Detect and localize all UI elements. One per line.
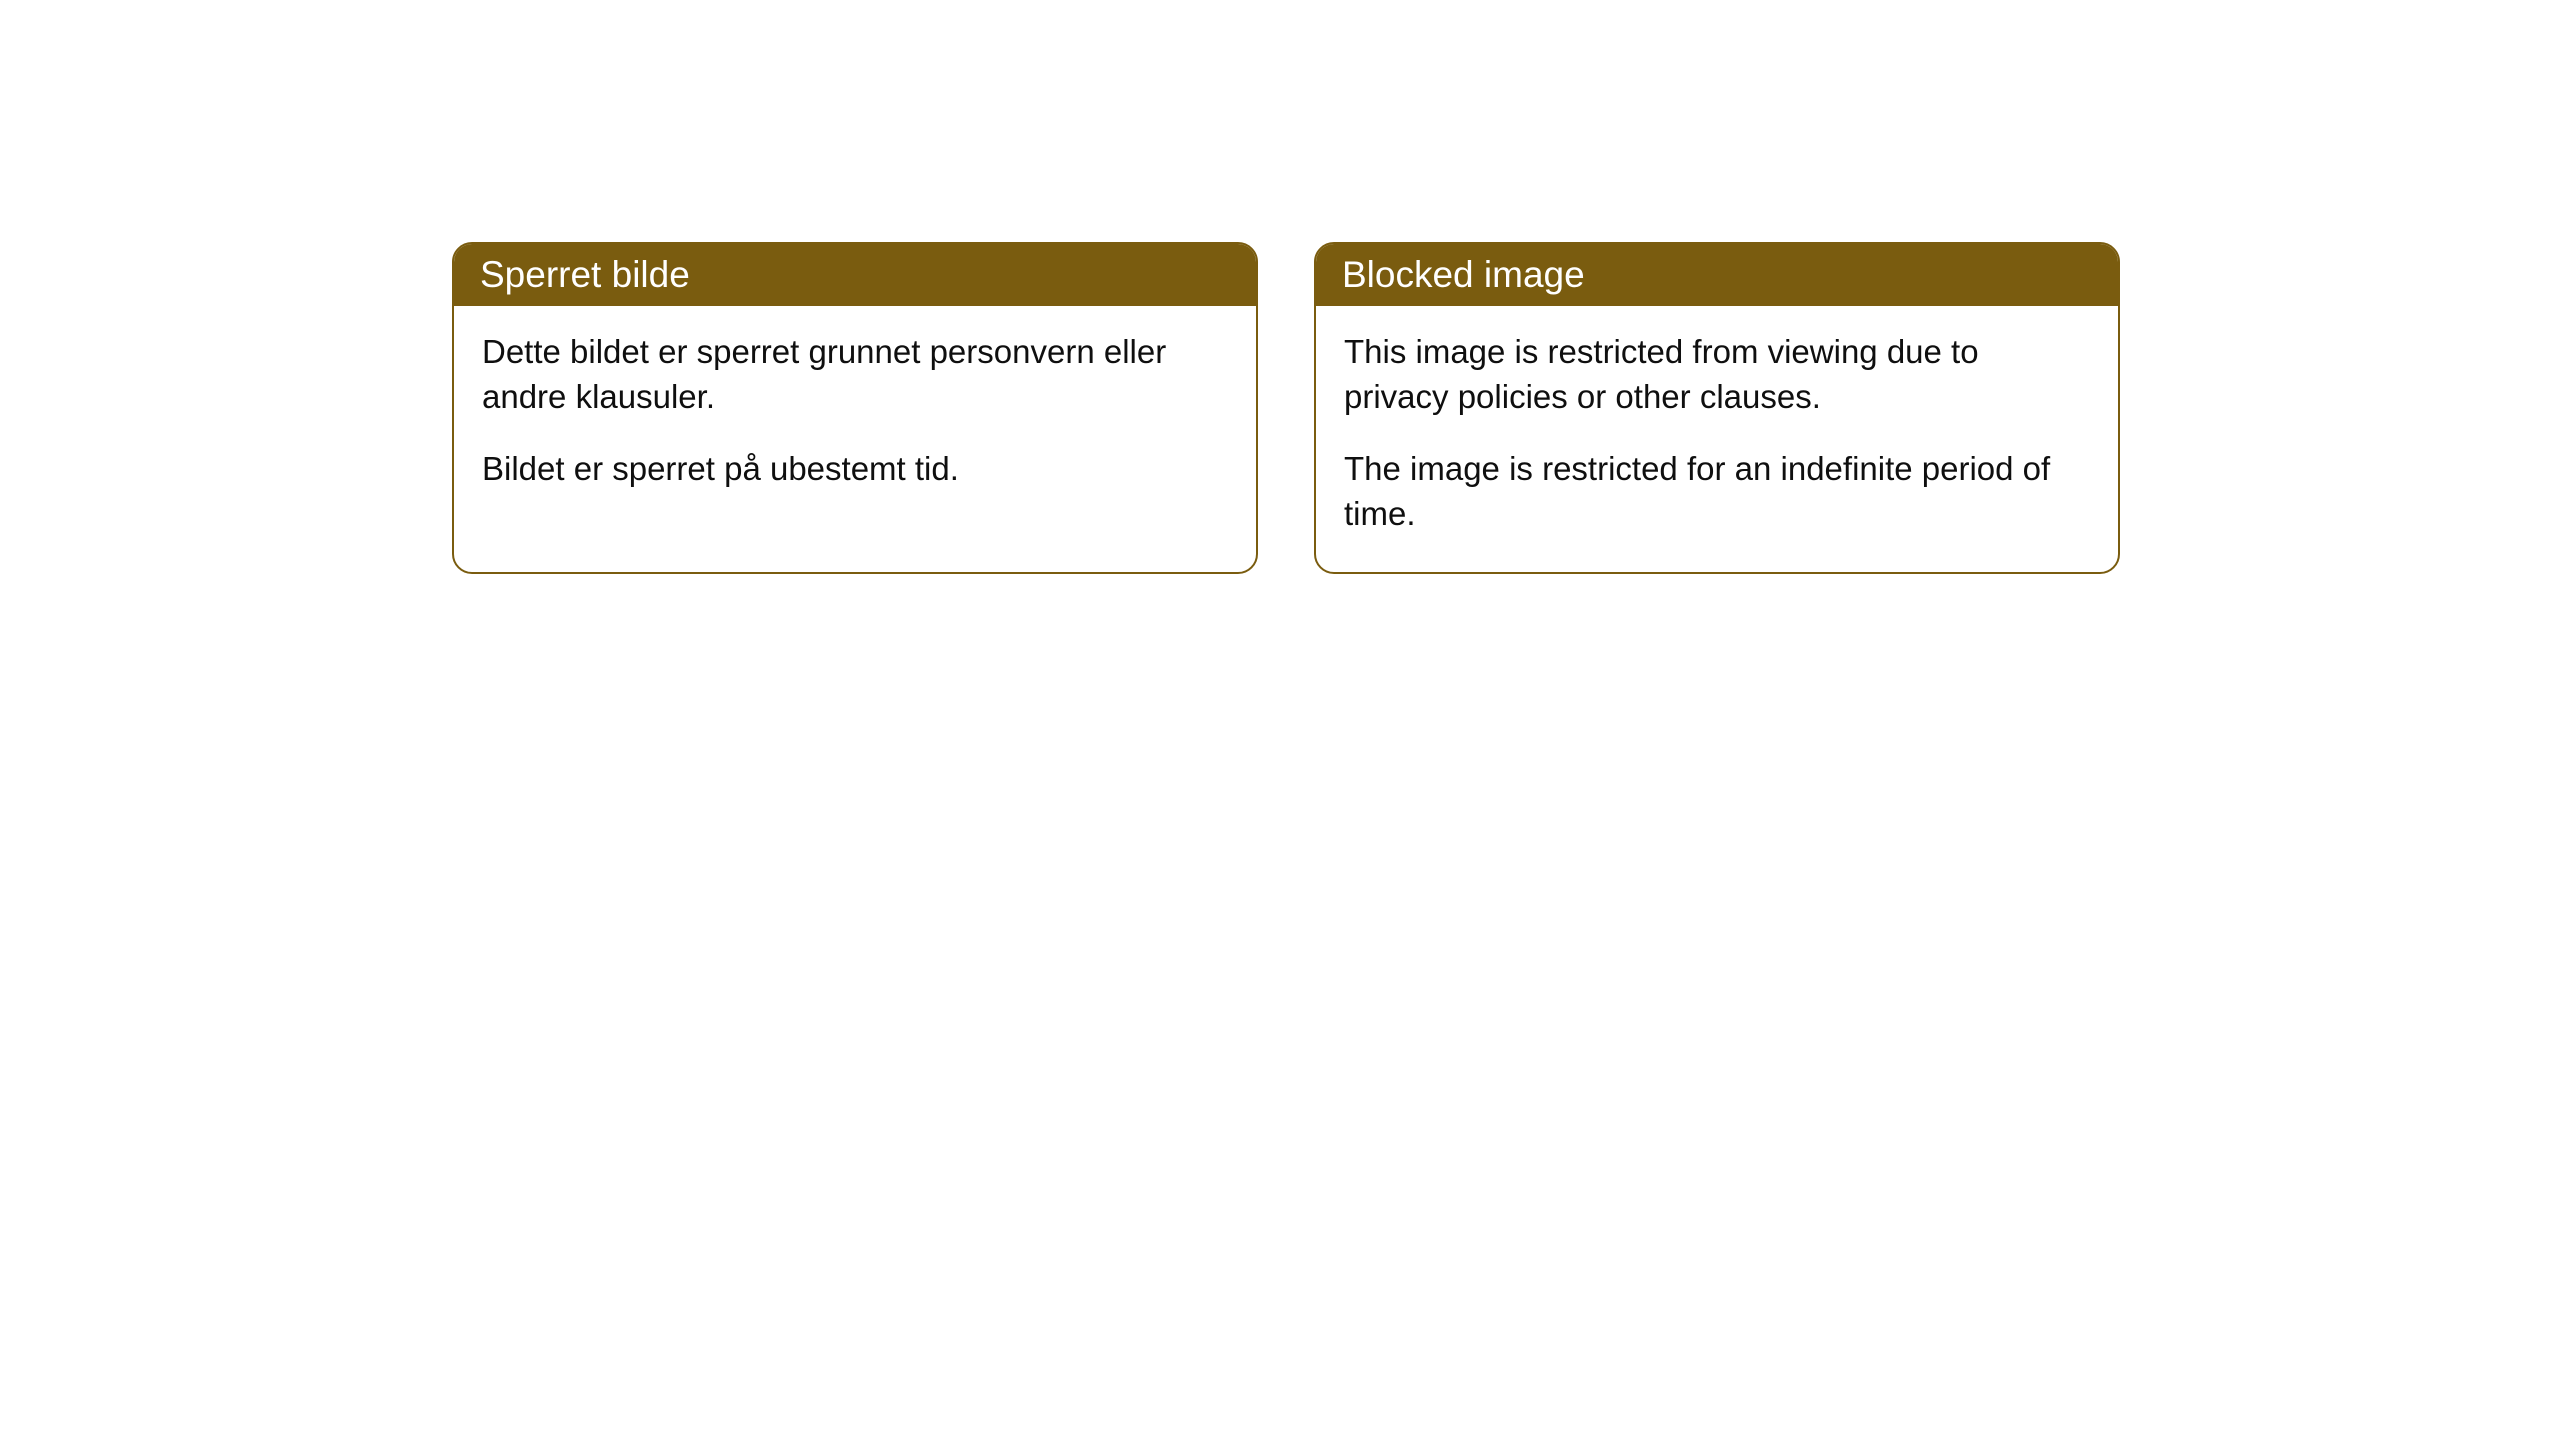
notice-header-norwegian: Sperret bilde bbox=[454, 244, 1256, 306]
notice-box-norwegian: Sperret bilde Dette bildet er sperret gr… bbox=[452, 242, 1258, 574]
notice-title-english: Blocked image bbox=[1342, 254, 1585, 295]
notice-body-english: This image is restricted from viewing du… bbox=[1316, 306, 2118, 572]
notice-paragraph-2-english: The image is restricted for an indefinit… bbox=[1344, 447, 2090, 536]
notice-header-english: Blocked image bbox=[1316, 244, 2118, 306]
notice-box-english: Blocked image This image is restricted f… bbox=[1314, 242, 2120, 574]
notice-title-norwegian: Sperret bilde bbox=[480, 254, 690, 295]
notice-paragraph-1-english: This image is restricted from viewing du… bbox=[1344, 330, 2090, 419]
notice-paragraph-1-norwegian: Dette bildet er sperret grunnet personve… bbox=[482, 330, 1228, 419]
notice-paragraph-2-norwegian: Bildet er sperret på ubestemt tid. bbox=[482, 447, 1228, 492]
notices-container: Sperret bilde Dette bildet er sperret gr… bbox=[0, 0, 2560, 574]
notice-body-norwegian: Dette bildet er sperret grunnet personve… bbox=[454, 306, 1256, 528]
